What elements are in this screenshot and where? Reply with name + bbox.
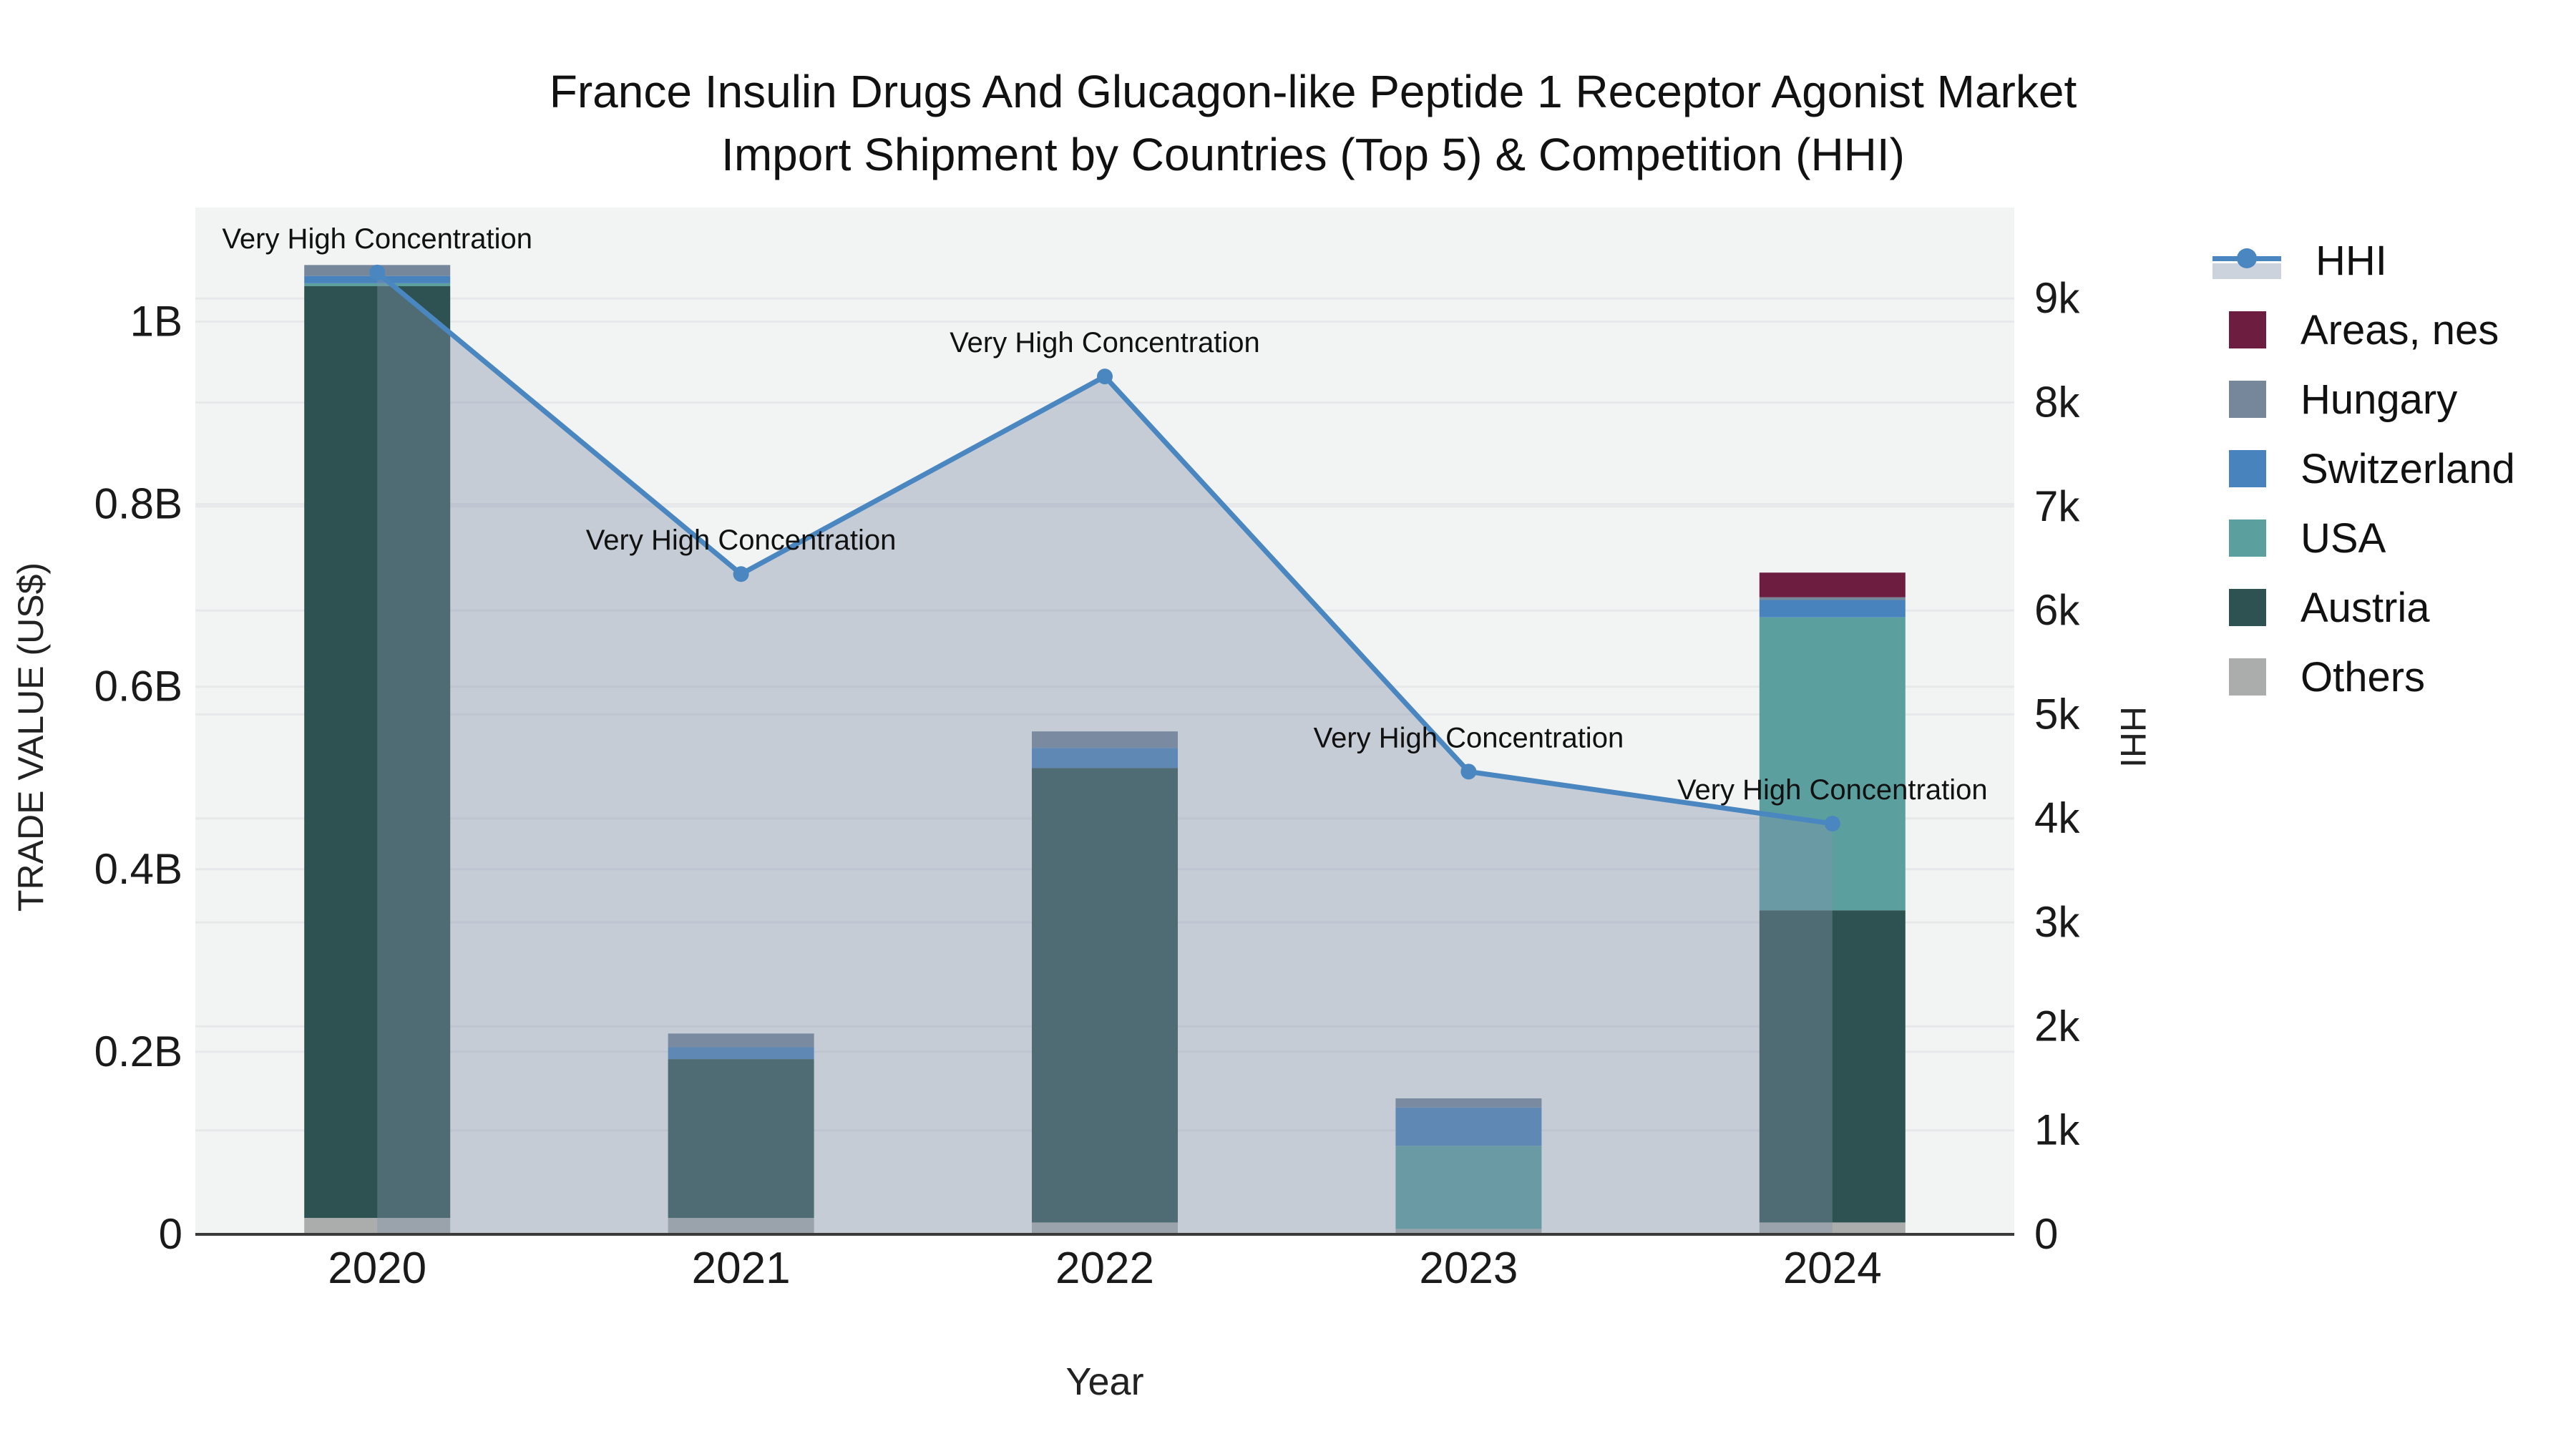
x-tick-label-2024: 2024 [1783,1244,1882,1293]
y-right-tick-label: 6k [2034,586,2080,634]
bar-segment-austria-2022[interactable] [1032,768,1178,1223]
hhi-marker-2024[interactable] [1824,816,1840,831]
bar-segment-austria-2020[interactable] [304,286,451,1219]
annotation-2022: Very High Concentration [950,327,1260,358]
bar-segment-hungary-2023[interactable] [1395,1098,1542,1108]
annotation-2021: Very High Concentration [586,525,897,556]
legend-label: Areas, nes [2301,306,2499,353]
hhi-marker-2020[interactable] [369,264,386,280]
bar-segment-areas-nes-2024[interactable] [1759,572,1906,597]
hhi-line-icon-part [2237,248,2257,268]
legend-swatch [2229,589,2266,626]
chart-title: France Insulin Drugs And Glucagon-like P… [550,60,2077,186]
legend-item-austria[interactable]: Austria [2204,584,2430,631]
bar-segment-others-2023[interactable] [1395,1229,1542,1234]
y-axis-title-left: TRADE VALUE (US$) [11,562,51,912]
bar-segment-switzerland-2024[interactable] [1759,600,1906,618]
legend-swatch [2229,311,2266,348]
y-right-tick-label: 1k [2034,1106,2080,1154]
y-left-tick-label: 0.6B [94,663,182,711]
chart-title-line1: France Insulin Drugs And Glucagon-like P… [549,66,2077,117]
hhi-area-fill [377,272,1833,1235]
bar-segment-usa-2024[interactable] [1759,617,1906,911]
legend-item-switzerland[interactable]: Switzerland [2204,445,2515,492]
annotation-2020: Very High Concentration [222,223,532,255]
legend-label: Hungary [2301,376,2458,423]
bar-segment-switzerland-2021[interactable] [668,1047,814,1060]
legend-swatch [2229,658,2266,696]
y-right-tick-label: 8k [2034,378,2080,426]
annotation-2023: Very High Concentration [1314,722,1624,753]
x-tick-label-2022: 2022 [1055,1244,1154,1293]
x-tick-label-2023: 2023 [1419,1244,1518,1293]
x-tick-label-2021: 2021 [692,1244,791,1293]
y-axis-title-right: HHI [2113,706,2153,769]
y-left-tick-label: 1B [130,297,182,345]
bar-segment-usa-2023[interactable] [1395,1146,1542,1229]
legend-item-areas-nes[interactable]: Areas, nes [2204,306,2499,353]
y-right-tick-label: 7k [2034,482,2080,530]
legend-label: Switzerland [2301,445,2515,492]
bar-segment-hungary-2022[interactable] [1032,731,1178,748]
legend-swatch [2229,450,2266,487]
legend-item-hhi[interactable]: HHI [2204,237,2387,284]
y-right-tick-label: 9k [2034,274,2080,322]
bar-segment-austria-2024[interactable] [1759,910,1906,1223]
y-left-tick-label: 0.4B [94,845,182,893]
y-left-tick-label: 0.8B [94,480,182,528]
legend-item-hungary[interactable]: Hungary [2204,376,2458,423]
bar-segment-switzerland-2023[interactable] [1395,1107,1542,1146]
y-right-tick-label: 2k [2034,1002,2080,1050]
bar-segment-hungary-2024[interactable] [1759,597,1906,600]
y-right-tick-label: 3k [2034,898,2080,946]
legend-label: HHI [2316,237,2387,284]
legend-swatch [2229,381,2266,418]
legend-label: USA [2301,514,2386,562]
hhi-marker-2023[interactable] [1460,763,1477,780]
bar-segment-others-2021[interactable] [668,1218,814,1234]
chart-title-line2: Import Shipment by Countries (Top 5) & C… [721,129,1905,180]
legend-item-others[interactable]: Others [2204,653,2426,701]
legend-label: Others [2301,653,2426,701]
bar-segment-others-2024[interactable] [1759,1222,1906,1234]
annotation-2024: Very High Concentration [1677,774,1988,806]
hhi-marker-2021[interactable] [733,566,749,582]
y-left-tick-label: 0 [159,1210,182,1258]
y-right-tick-label: 0 [2034,1210,2058,1258]
x-axis-title: Year [1065,1360,1144,1403]
hhi-marker-2022[interactable] [1097,369,1113,385]
hhi-line-icon-part [2212,263,2281,279]
legend-swatch [2229,519,2266,557]
legend-label: Austria [2301,584,2430,631]
bar-segment-austria-2021[interactable] [668,1059,814,1219]
legend-item-usa[interactable]: USA [2204,514,2386,562]
bar-segment-others-2022[interactable] [1032,1222,1178,1234]
bar-segment-hungary-2021[interactable] [668,1033,814,1048]
bar-segment-usa-2020[interactable] [304,283,451,286]
y-right-tick-label: 4k [2034,794,2080,842]
bar-segment-switzerland-2022[interactable] [1032,748,1178,769]
bar-segment-others-2020[interactable] [304,1218,451,1234]
y-right-tick-label: 5k [2034,690,2080,738]
hhi-line-icon [2212,239,2281,282]
x-tick-label-2020: 2020 [328,1244,426,1293]
y-left-tick-label: 0.2B [94,1028,182,1075]
